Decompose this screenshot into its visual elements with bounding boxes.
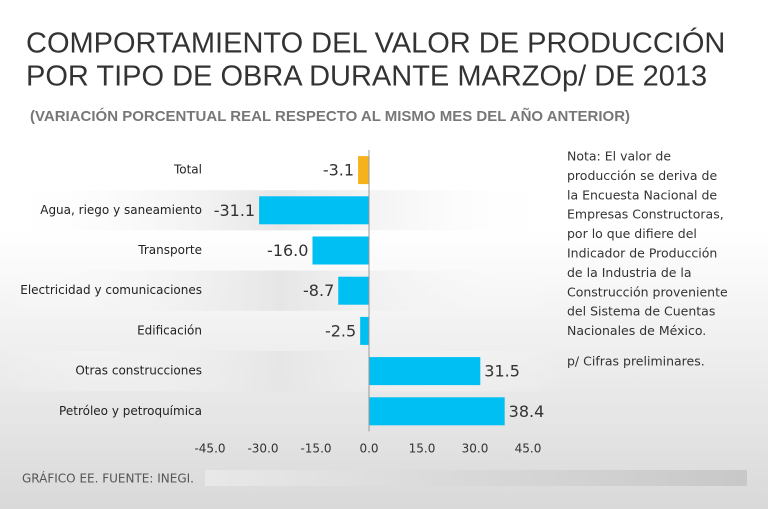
y-tick-label: Otras construcciones (75, 364, 202, 378)
value-label: -31.1 (214, 201, 255, 220)
bar (312, 236, 369, 265)
value-label: 38.4 (509, 402, 545, 421)
x-tick-label: 15.0 (409, 442, 436, 456)
value-label: -16.0 (267, 241, 308, 260)
footnote: p/ Cifras preliminares. (567, 354, 705, 369)
value-label: 31.5 (484, 362, 520, 381)
bar (369, 357, 481, 386)
x-tick-label: -30.0 (247, 442, 278, 456)
y-tick-label: Agua, riego y saneamiento (40, 203, 202, 217)
bar (338, 276, 369, 305)
source: GRÁFICO EE. FUENTE: INEGI. (22, 471, 194, 486)
y-tick-label: Transporte (137, 243, 202, 257)
x-tick-label: 0.0 (359, 442, 378, 456)
y-tick-label: Electricidad y comunicaciones (20, 283, 202, 297)
value-label: -8.7 (303, 281, 334, 300)
chart-subtitle: (VARIACIÓN PORCENTUAL REAL RESPECTO AL M… (30, 107, 630, 125)
y-tick-label: Petróleo y petroquímica (59, 404, 202, 418)
value-label: -3.1 (323, 161, 354, 180)
y-tick-label: Edificación (137, 323, 202, 337)
note-line: Empresas Constructoras, (567, 207, 724, 222)
note-line: de la Industria de la (567, 265, 692, 280)
x-tick-label: 30.0 (462, 442, 489, 456)
note-line: Nacionales de México. (567, 323, 706, 338)
x-tick-label: 45.0 (515, 442, 542, 456)
note-line: del Sistema de Cuentas (567, 304, 715, 319)
y-tick-label: Total (173, 163, 202, 177)
chart-title: POR TIPO DE OBRA DURANTE MARZOp/ DE 2013 (26, 61, 707, 93)
value-label: -2.5 (325, 321, 356, 340)
note-line: Construcción proveniente (567, 284, 728, 299)
bar (358, 156, 369, 185)
bar (360, 316, 369, 345)
note-line: Indicador de Producción (567, 246, 717, 261)
row-stripe (0, 270, 560, 311)
note-line: la Encuesta Nacional de (567, 187, 717, 202)
bar (369, 397, 505, 426)
chart-title: COMPORTAMIENTO DEL VALOR DE PRODUCCIÓN (26, 27, 725, 60)
note-line: Nota: El valor de (567, 149, 671, 164)
x-tick-label: -15.0 (300, 442, 331, 456)
source-bar (205, 470, 747, 486)
x-tick-label: -45.0 (194, 442, 225, 456)
bar (259, 196, 369, 225)
note-line: por lo que difiere del (567, 226, 697, 241)
note-line: producción se deriva de (567, 168, 717, 183)
